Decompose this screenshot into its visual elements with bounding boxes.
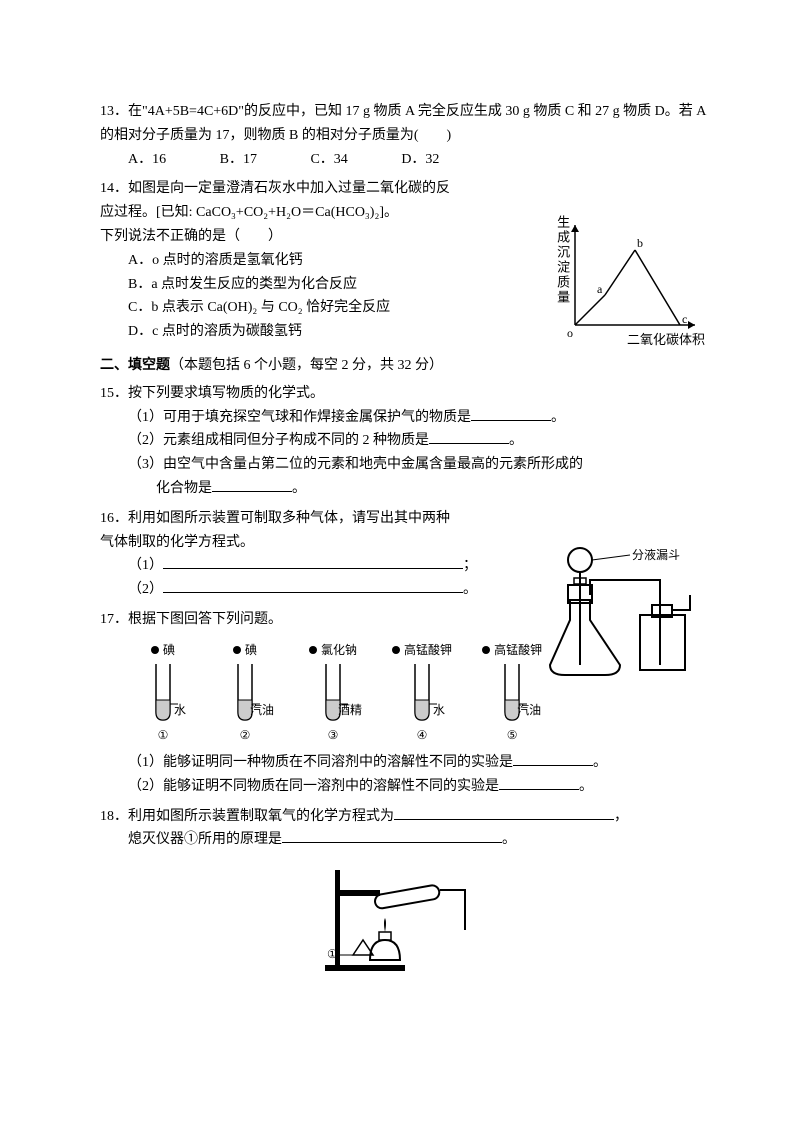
tube-2: 碘汽油② [216,640,274,745]
q15-blank2 [429,429,509,444]
question-15: 15．按下列要求填写物质的化学式。 （1）可用于填充探空气球和作焊接金属保护气的… [100,382,710,501]
q16-apparatus: 分液漏斗 [540,540,710,680]
q14-num: 14． [100,181,128,196]
sec2-title: 二、填空题 [100,358,170,373]
q18-l1: 利用如图所示装置制取氧气的化学方程式为 [128,809,394,824]
tube-4: 高锰酸钾水④ [392,640,452,745]
q14-line3: 下列说法不正确的是（ ） [100,229,282,244]
q15-s3a: （3）由空气中含量占第二位的元素和地壳中金属含量最高的元素所形成的 [128,457,583,472]
q17-text: 根据下图回答下列问题。 [128,612,282,627]
q14-opt-a: A．o 点时的溶质是氢氧化钙 [128,253,303,268]
q13-opt-b: B．17 [220,148,257,172]
q15-num: 15． [100,386,128,401]
q15-text: 按下列要求填写物质的化学式。 [128,386,324,401]
sec2-desc: （本题包括 6 个小题，每空 2 分，共 32 分） [170,358,443,373]
q15-s2: （2）元素组成相同但分子构成不同的 2 种物质是 [128,433,429,448]
q17-s1: （1）能够证明同一种物质在不同溶剂中的溶解性不同的实验是 [128,755,513,770]
q15-blank3 [212,477,292,492]
q18-blank2 [282,828,502,843]
q13-opt-d: D．32 [401,148,439,172]
q16-l2: 气体制取的化学方程式。 [100,535,254,550]
q15-s3b: 化合物是 [156,481,212,496]
q14-chart: o a b c 生成沉淀质量 二氧化碳体积 [555,215,705,345]
q14-opt-c: C．b 点表示 Ca(OH)₂ 与 CO₂ 恰好完全反应 [128,300,390,315]
q14-line2: 应过程。[已知: CaCO₃+CO₂+H₂O＝Ca(HCO₃)₂]。 [100,205,398,220]
section-2-heading: 二、填空题（本题包括 6 个小题，每空 2 分，共 32 分） [100,354,710,378]
q18-l2: 熄灭仪器①所用的原理是 [128,832,282,847]
svg-text:b: b [637,236,643,250]
q18-num: 18． [100,809,128,824]
q16-l1: 利用如图所示装置可制取多种气体，请写出其中两种 [128,511,450,526]
svg-text:c: c [682,312,687,326]
q16-funnel-label: 分液漏斗 [632,545,680,565]
q13-text: 在"4A+5B=4C+6D"的反应中，已知 17 g 物质 A 完全反应生成 3… [100,104,706,143]
q14-opt-b: B．a 点时发生反应的类型为化合反应 [128,277,357,292]
q14-line1: 如图是向一定量澄清石灰水中加入过量二氧化碳的反 [128,181,450,196]
tube-1: 碘水① [140,640,186,745]
tube-3: 氯化钠酒精③ [304,640,362,745]
svg-text:a: a [597,282,603,296]
q13-options: A．16 B．17 C．34 D．32 [100,148,710,172]
q13-opt-c: C．34 [310,148,347,172]
q17-s2: （2）能够证明不同物质在同一溶剂中的溶解性不同的实验是 [128,779,499,794]
q14-opt-d: D．c 点时的溶质为碳酸氢钙 [128,324,302,339]
q18-blank1 [394,805,614,820]
question-18: 18．利用如图所示装置制取氧气的化学方程式为， 熄灭仪器①所用的原理是。 [100,805,710,989]
q17-blank2 [499,775,579,790]
q18-apparatus: ① [100,860,710,989]
svg-text:①: ① [327,947,338,961]
question-13: 13．在"4A+5B=4C+6D"的反应中，已知 17 g 物质 A 完全反应生… [100,100,710,171]
q17-blank1 [513,751,593,766]
q17-num: 17． [100,612,128,627]
q15-blank1 [471,406,551,421]
q14-ylabel: 生成沉淀质量 [551,215,573,305]
q14-xlabel: 二氧化碳体积 [627,329,705,351]
q16-num: 16． [100,511,128,526]
q16-blank1 [163,554,463,569]
q16-blank2 [163,578,463,593]
q13-num: 13． [100,104,128,119]
q15-s1: （1）可用于填充探空气球和作焊接金属保护气的物质是 [128,410,471,425]
q13-opt-a: A．16 [128,148,166,172]
svg-text:o: o [567,326,573,340]
exam-page: 13．在"4A+5B=4C+6D"的反应中，已知 17 g 物质 A 完全反应生… [0,0,800,1132]
tube-5: 高锰酸钾汽油⑤ [482,640,542,745]
